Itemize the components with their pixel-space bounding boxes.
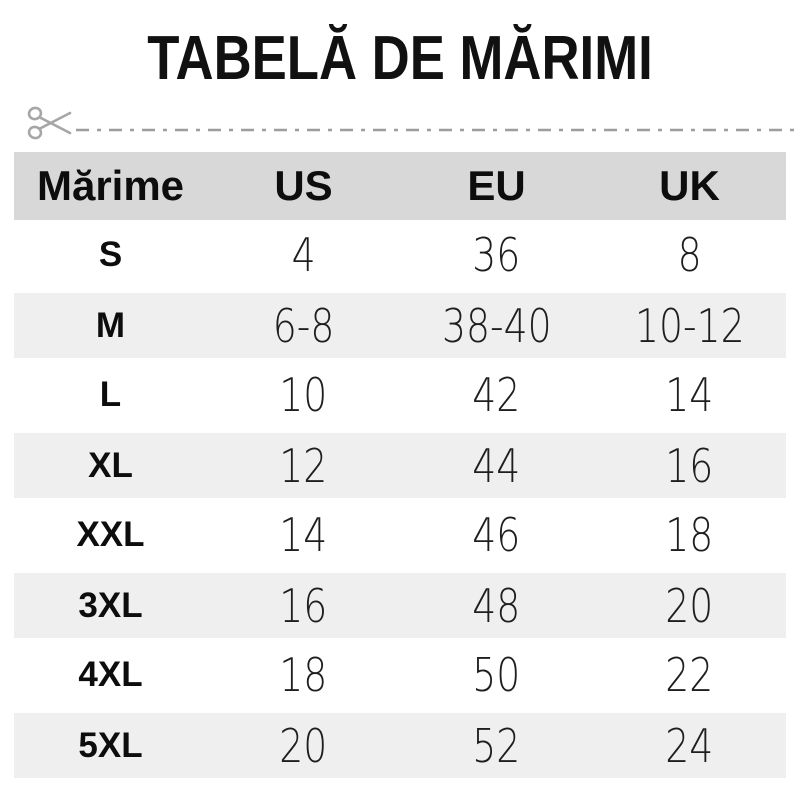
value-cell-uk: 22 bbox=[593, 648, 786, 702]
table-row-3xl: 3XL 16 48 20 bbox=[14, 570, 786, 640]
table-row-xl: XL 12 44 16 bbox=[14, 430, 786, 500]
value-text: 10 bbox=[279, 368, 328, 422]
value-text: 18 bbox=[279, 648, 328, 702]
size-cell: S bbox=[98, 235, 123, 274]
value-text: 48 bbox=[472, 578, 521, 633]
value-cell-eu: 36 bbox=[400, 228, 593, 282]
value-text: 36 bbox=[472, 228, 521, 282]
value-text: 24 bbox=[665, 718, 714, 773]
dashed-cut-line bbox=[76, 120, 800, 132]
scissors-icon bbox=[27, 106, 72, 140]
table-row-l: L 10 42 14 bbox=[14, 360, 786, 430]
table-row-4xl: 4XL 18 50 22 bbox=[14, 640, 786, 710]
value-text: 20 bbox=[665, 578, 714, 633]
value-text: 14 bbox=[279, 508, 328, 562]
value-cell-uk: 10-12 bbox=[593, 299, 786, 353]
table-row-5xl: 5XL 20 52 24 bbox=[14, 710, 786, 780]
value-cell-us: 20 bbox=[207, 719, 400, 773]
table-row-s: S 4 36 8 bbox=[14, 220, 786, 290]
size-cell: L bbox=[99, 375, 122, 414]
page-title: TABELĂ DE MĂRIMI bbox=[147, 24, 653, 93]
value-cell-uk: 16 bbox=[593, 439, 786, 493]
value-text: 50 bbox=[472, 648, 521, 702]
value-text: 16 bbox=[665, 438, 714, 493]
value-text: 16 bbox=[279, 578, 328, 633]
size-cell: M bbox=[95, 305, 126, 345]
size-cell: 4XL bbox=[78, 655, 143, 694]
value-cell-eu: 42 bbox=[400, 368, 593, 422]
value-text: 6-8 bbox=[272, 298, 335, 353]
value-text: 44 bbox=[472, 438, 521, 493]
value-text: 20 bbox=[279, 718, 328, 773]
value-text: 38-40 bbox=[441, 298, 552, 353]
value-cell-uk: 20 bbox=[593, 579, 786, 633]
value-cell-eu: 38-40 bbox=[400, 299, 593, 353]
size-cell: XXL bbox=[76, 515, 145, 554]
value-cell-us: 18 bbox=[207, 648, 400, 702]
header-cell-uk: UK bbox=[659, 162, 720, 209]
value-text: 10-12 bbox=[634, 298, 745, 353]
size-cell: 5XL bbox=[78, 725, 143, 765]
value-cell-eu: 46 bbox=[400, 508, 593, 562]
value-cell-eu: 50 bbox=[400, 648, 593, 702]
value-cell-us: 4 bbox=[207, 228, 400, 282]
value-cell-eu: 48 bbox=[400, 579, 593, 633]
value-text: 42 bbox=[472, 368, 521, 422]
value-cell-us: 12 bbox=[207, 439, 400, 493]
value-cell-us: 10 bbox=[207, 368, 400, 422]
value-cell-uk: 8 bbox=[593, 228, 786, 282]
value-cell-uk: 14 bbox=[593, 368, 786, 422]
header-cell-us: US bbox=[274, 162, 333, 209]
value-cell-us: 16 bbox=[207, 579, 400, 633]
value-cell-uk: 18 bbox=[593, 508, 786, 562]
value-text: 22 bbox=[665, 648, 714, 702]
value-text: 14 bbox=[665, 368, 714, 422]
header-cell-marime: Mărime bbox=[36, 162, 185, 209]
value-cell-uk: 24 bbox=[593, 719, 786, 773]
value-text: 52 bbox=[472, 718, 521, 773]
value-cell-us: 14 bbox=[207, 508, 400, 562]
value-text: 18 bbox=[665, 508, 714, 562]
size-table: Mărime US EU UK S 4 36 8 M 6-8 38-40 10-… bbox=[14, 152, 786, 780]
size-cell: XL bbox=[88, 445, 133, 485]
value-text: 4 bbox=[291, 228, 316, 282]
value-text: 12 bbox=[279, 438, 328, 493]
value-text: 8 bbox=[677, 228, 702, 282]
dashed-line-graphic bbox=[76, 128, 800, 132]
value-cell-eu: 52 bbox=[400, 719, 593, 773]
table-row-xxl: XXL 14 46 18 bbox=[14, 500, 786, 570]
value-cell-eu: 44 bbox=[400, 439, 593, 493]
header-cell-eu: EU bbox=[467, 162, 526, 209]
table-row-m: M 6-8 38-40 10-12 bbox=[14, 290, 786, 360]
value-cell-us: 6-8 bbox=[207, 299, 400, 353]
cut-line bbox=[0, 104, 800, 142]
table-header-row: Mărime US EU UK bbox=[14, 152, 786, 220]
size-cell: 3XL bbox=[78, 585, 143, 625]
value-text: 46 bbox=[472, 508, 521, 562]
